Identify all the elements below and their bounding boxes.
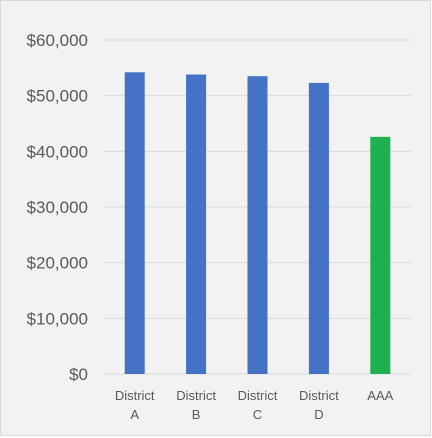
y-tick-label: $50,000 bbox=[27, 87, 88, 106]
x-category-label: District A bbox=[115, 388, 155, 422]
y-tick-label: $40,000 bbox=[27, 142, 88, 161]
y-axis-tick-labels: $0 $10,000 $20,000 $30,000 $40,000 $50,000 $60… bbox=[27, 31, 88, 384]
bar bbox=[186, 74, 207, 374]
y-tick-label: $10,000 bbox=[27, 309, 88, 328]
x-category-label: District B bbox=[176, 388, 216, 422]
bar bbox=[308, 82, 329, 374]
x-category-label: District D bbox=[299, 388, 339, 422]
y-tick-label: $0 bbox=[69, 365, 88, 384]
y-tick-label: $30,000 bbox=[27, 198, 88, 217]
y-tick-label: $20,000 bbox=[27, 254, 88, 273]
x-category-label: District C bbox=[238, 388, 278, 422]
bar bbox=[247, 76, 268, 374]
bar bbox=[370, 136, 391, 374]
x-axis-category-labels: District A District B District C District D AAA bbox=[115, 388, 394, 422]
bar bbox=[124, 72, 145, 374]
y-tick-label: $60,000 bbox=[27, 31, 88, 50]
bars bbox=[124, 72, 391, 374]
x-category-label: AAA bbox=[367, 388, 393, 403]
